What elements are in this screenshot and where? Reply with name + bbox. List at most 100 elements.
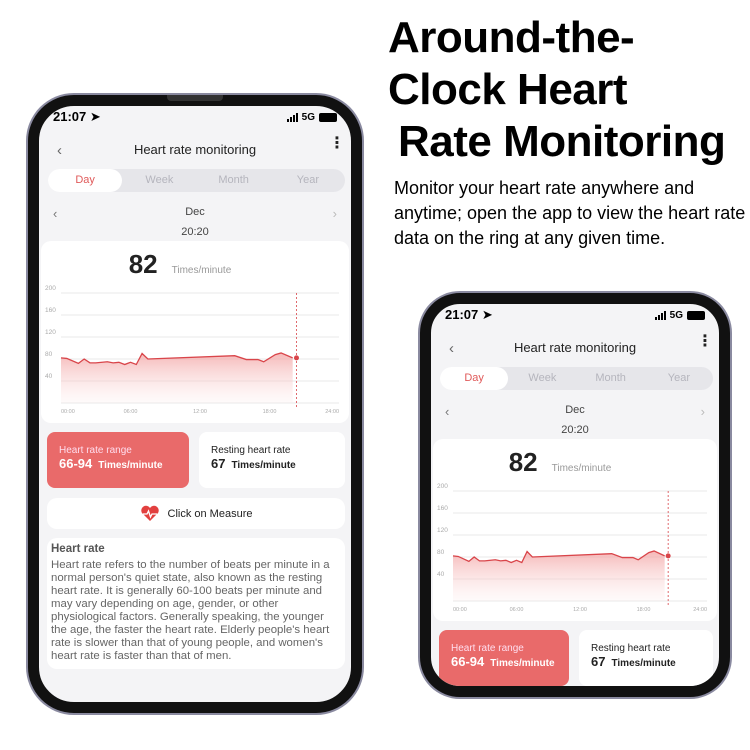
phone-mockup-small: 21:07 ➤ 5G ‹ Heart rate monitoring ⋮ Day…	[420, 293, 730, 697]
x-tick-label: 12:00	[573, 607, 587, 613]
x-tick-label: 06:00	[124, 409, 138, 415]
resting-heart-rate-card[interactable]: Resting heart rate 67 Times/minute	[579, 630, 713, 686]
subtitle: Monitor your heart rate anywhere and any…	[394, 178, 746, 248]
selected-time: 20:20	[181, 226, 209, 238]
prev-date-button[interactable]: ‹	[53, 206, 58, 221]
period-tabs: Day Week Month Year	[48, 169, 345, 192]
more-menu-button[interactable]: ⋮	[329, 135, 345, 152]
tab-day[interactable]: Day	[48, 169, 123, 192]
resting-unit: Times/minute	[611, 658, 676, 669]
tab-year[interactable]: Year	[667, 372, 690, 384]
phone-notch	[547, 293, 603, 299]
x-tick-label: 12:00	[193, 409, 207, 415]
phone-mockup-large: 21:07 ➤ 5G ‹ Heart rate monitoring ⋮ Day…	[28, 95, 362, 713]
clock: 21:07	[53, 109, 87, 124]
page-title: Heart rate monitoring	[513, 340, 637, 355]
date-label: Dec	[565, 404, 585, 416]
heart-rate-area	[61, 352, 293, 403]
back-button[interactable]: ‹	[449, 340, 454, 357]
period-tabs: Day Week Month Year	[440, 367, 713, 390]
heart-rate-info-card: Heart rate Heart rate refers to the numb…	[47, 538, 345, 669]
x-tick-label: 24:00	[693, 607, 707, 613]
status-bar: 21:07 ➤ 5G	[53, 108, 337, 126]
heart-rate-chart[interactable]: 40 80 120 160 200 00:00 06:00 12:00 18:00 24:00	[45, 281, 345, 421]
heart-pulse-icon	[140, 505, 159, 521]
current-unit: Times/minute	[171, 265, 232, 276]
headline-line: Around-the-	[388, 13, 635, 62]
tab-week[interactable]: Week	[145, 174, 174, 186]
heart-rate-chart[interactable]: 40 80 120 160 200 00:00 06:00 12:00 18:00 24:00	[437, 479, 713, 619]
x-tick-label: 24:00	[325, 409, 339, 415]
location-arrow-icon: ➤	[481, 307, 493, 322]
resting-heart-rate-card[interactable]: Resting heart rate 67 Times/minute	[199, 432, 345, 488]
date-label: Dec	[185, 206, 205, 218]
current-unit: Times/minute	[551, 463, 612, 474]
heart-rate-line	[452, 550, 665, 564]
range-value: 66-94	[451, 654, 485, 669]
y-tick-label: 40	[437, 571, 445, 578]
info-body: Heart rate refers to the number of beats…	[51, 559, 330, 662]
selected-point	[665, 553, 671, 559]
heart-rate-area	[453, 550, 665, 601]
battery-icon	[319, 112, 337, 122]
selected-point	[293, 355, 299, 361]
tab-week[interactable]: Week	[528, 372, 557, 384]
heart-rate-chart-card: 82 Times/minute 40 80 120 160 200 00:00 06:00 12…	[41, 241, 349, 423]
status-bar: 21:07 ➤ 5G	[445, 306, 705, 324]
more-menu-button[interactable]: ⋮	[697, 333, 713, 350]
resting-label: Resting heart rate	[211, 445, 291, 456]
selected-time: 20:20	[561, 424, 589, 436]
range-unit: Times/minute	[490, 658, 555, 669]
headline-line: Clock Heart	[388, 65, 628, 114]
range-value: 66-94	[59, 456, 93, 471]
range-label: Heart rate range	[451, 643, 524, 654]
back-button[interactable]: ‹	[57, 142, 62, 159]
clock: 21:07	[445, 307, 479, 322]
tab-day[interactable]: Day	[440, 367, 509, 390]
tab-month[interactable]: Month	[218, 174, 249, 186]
tab-year[interactable]: Year	[296, 174, 319, 186]
range-unit: Times/minute	[98, 460, 163, 471]
y-tick-label: 120	[437, 527, 448, 534]
y-tick-label: 200	[45, 285, 56, 292]
heart-rate-chart-card: 82 Times/minute 40 80 120 160 200 00:00 06:00 12…	[433, 439, 717, 621]
y-tick-label: 200	[437, 483, 448, 490]
battery-icon	[687, 310, 705, 320]
x-tick-label: 06:00	[510, 607, 524, 613]
heart-rate-line	[60, 352, 293, 366]
measure-label: Click on Measure	[167, 507, 253, 520]
phone-notch	[167, 95, 223, 101]
x-tick-label: 00:00	[61, 409, 75, 415]
headline-line: Rate Monitoring	[398, 117, 726, 166]
tab-month[interactable]: Month	[595, 372, 626, 384]
x-tick-label: 00:00	[453, 607, 467, 613]
heart-rate-range-card[interactable]: Heart rate range 66-94 Times/minute	[47, 432, 189, 488]
date-navigator: ‹ Dec ›	[53, 206, 337, 222]
resting-value: 67	[211, 456, 226, 471]
date-navigator: ‹ Dec ›	[445, 404, 705, 420]
x-tick-label: 18:00	[263, 409, 277, 415]
resting-unit: Times/minute	[231, 460, 296, 471]
info-title: Heart rate	[51, 543, 105, 555]
measure-button[interactable]: Click on Measure	[47, 498, 345, 529]
x-tick-label: 18:00	[637, 607, 651, 613]
resting-label: Resting heart rate	[591, 643, 671, 654]
current-heart-rate: 82	[508, 447, 538, 477]
headline: Around-the- Clock Heart Rate Monitoring	[388, 12, 748, 168]
current-heart-rate: 82	[128, 249, 158, 279]
y-tick-label: 80	[437, 549, 445, 556]
signal-icon	[654, 310, 666, 320]
prev-date-button[interactable]: ‹	[445, 404, 450, 419]
resting-value: 67	[591, 654, 606, 669]
app-header: ‹ Heart rate monitoring ⋮	[39, 135, 351, 164]
heart-rate-range-card[interactable]: Heart rate range 66-94 Times/minute	[439, 630, 569, 686]
next-date-button[interactable]: ›	[332, 206, 337, 221]
y-tick-label: 120	[45, 329, 56, 336]
signal-icon	[286, 112, 298, 122]
network-label: 5G	[301, 111, 315, 123]
next-date-button[interactable]: ›	[700, 404, 705, 419]
y-tick-label: 40	[45, 373, 53, 380]
app-header: ‹ Heart rate monitoring ⋮	[431, 333, 719, 362]
network-label: 5G	[669, 309, 683, 321]
